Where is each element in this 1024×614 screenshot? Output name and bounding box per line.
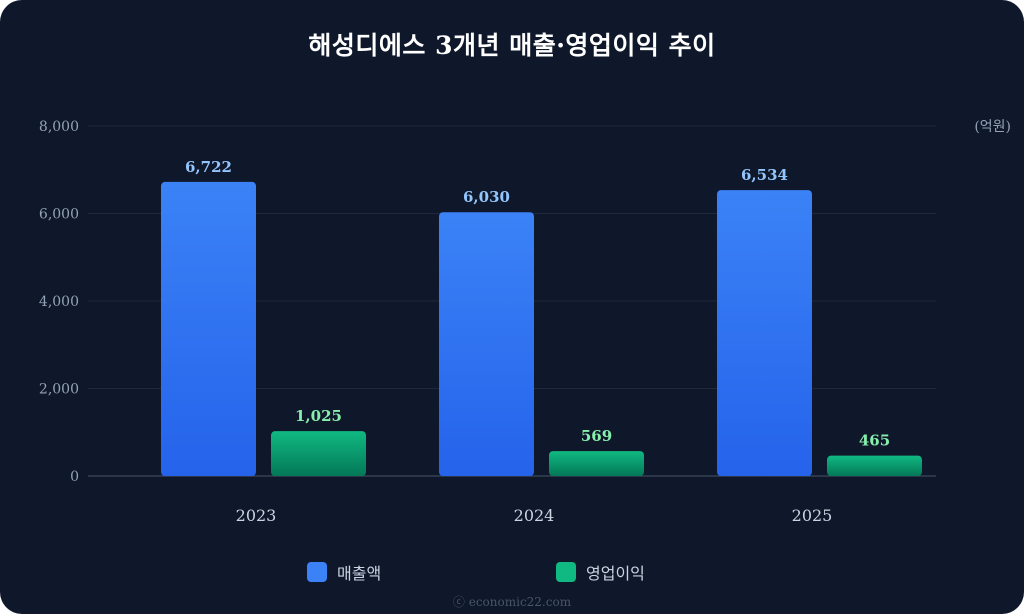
bar-operating-profit [827, 455, 922, 476]
legend-label-operating-profit: 영업이익 [586, 564, 645, 583]
y-tick-label: 2,000 [39, 382, 79, 398]
legend-swatch-operating-profit [556, 562, 576, 582]
data-label-operating-profit: 1,025 [295, 407, 342, 425]
y-tick-label: 0 [70, 469, 79, 485]
x-tick-label: 2025 [792, 506, 833, 525]
legend-item-revenue[interactable]: 매출액 [307, 560, 381, 584]
bar-revenue [161, 181, 256, 476]
bar-revenue [717, 190, 812, 476]
data-label-revenue: 6,722 [185, 158, 232, 176]
watermark: ⓒ economic22.com [452, 595, 572, 609]
legend-item-operating-profit[interactable]: 영업이익 [556, 560, 645, 584]
bar-operating-profit [549, 451, 644, 476]
y-tick-label: 4,000 [39, 294, 79, 310]
legend-label-revenue: 매출액 [337, 564, 382, 583]
y-tick-label: 8,000 [39, 119, 79, 135]
y-unit-label: (억원) [974, 119, 1011, 135]
y-tick-label: 6,000 [39, 207, 79, 223]
bar-revenue [439, 212, 534, 476]
x-tick-label: 2023 [236, 506, 277, 525]
bar-operating-profit [271, 431, 366, 476]
data-label-revenue: 6,534 [741, 166, 788, 184]
legend-swatch-revenue [307, 562, 327, 582]
legend: 매출액 영업이익 [0, 560, 1024, 588]
x-tick-label: 2024 [514, 506, 555, 525]
data-label-operating-profit: 569 [581, 427, 612, 445]
data-label-operating-profit: 465 [859, 432, 890, 450]
chart-title: 해성디에스 3개년 매출·영업이익 추이 [308, 31, 716, 60]
data-label-revenue: 6,030 [463, 188, 510, 206]
